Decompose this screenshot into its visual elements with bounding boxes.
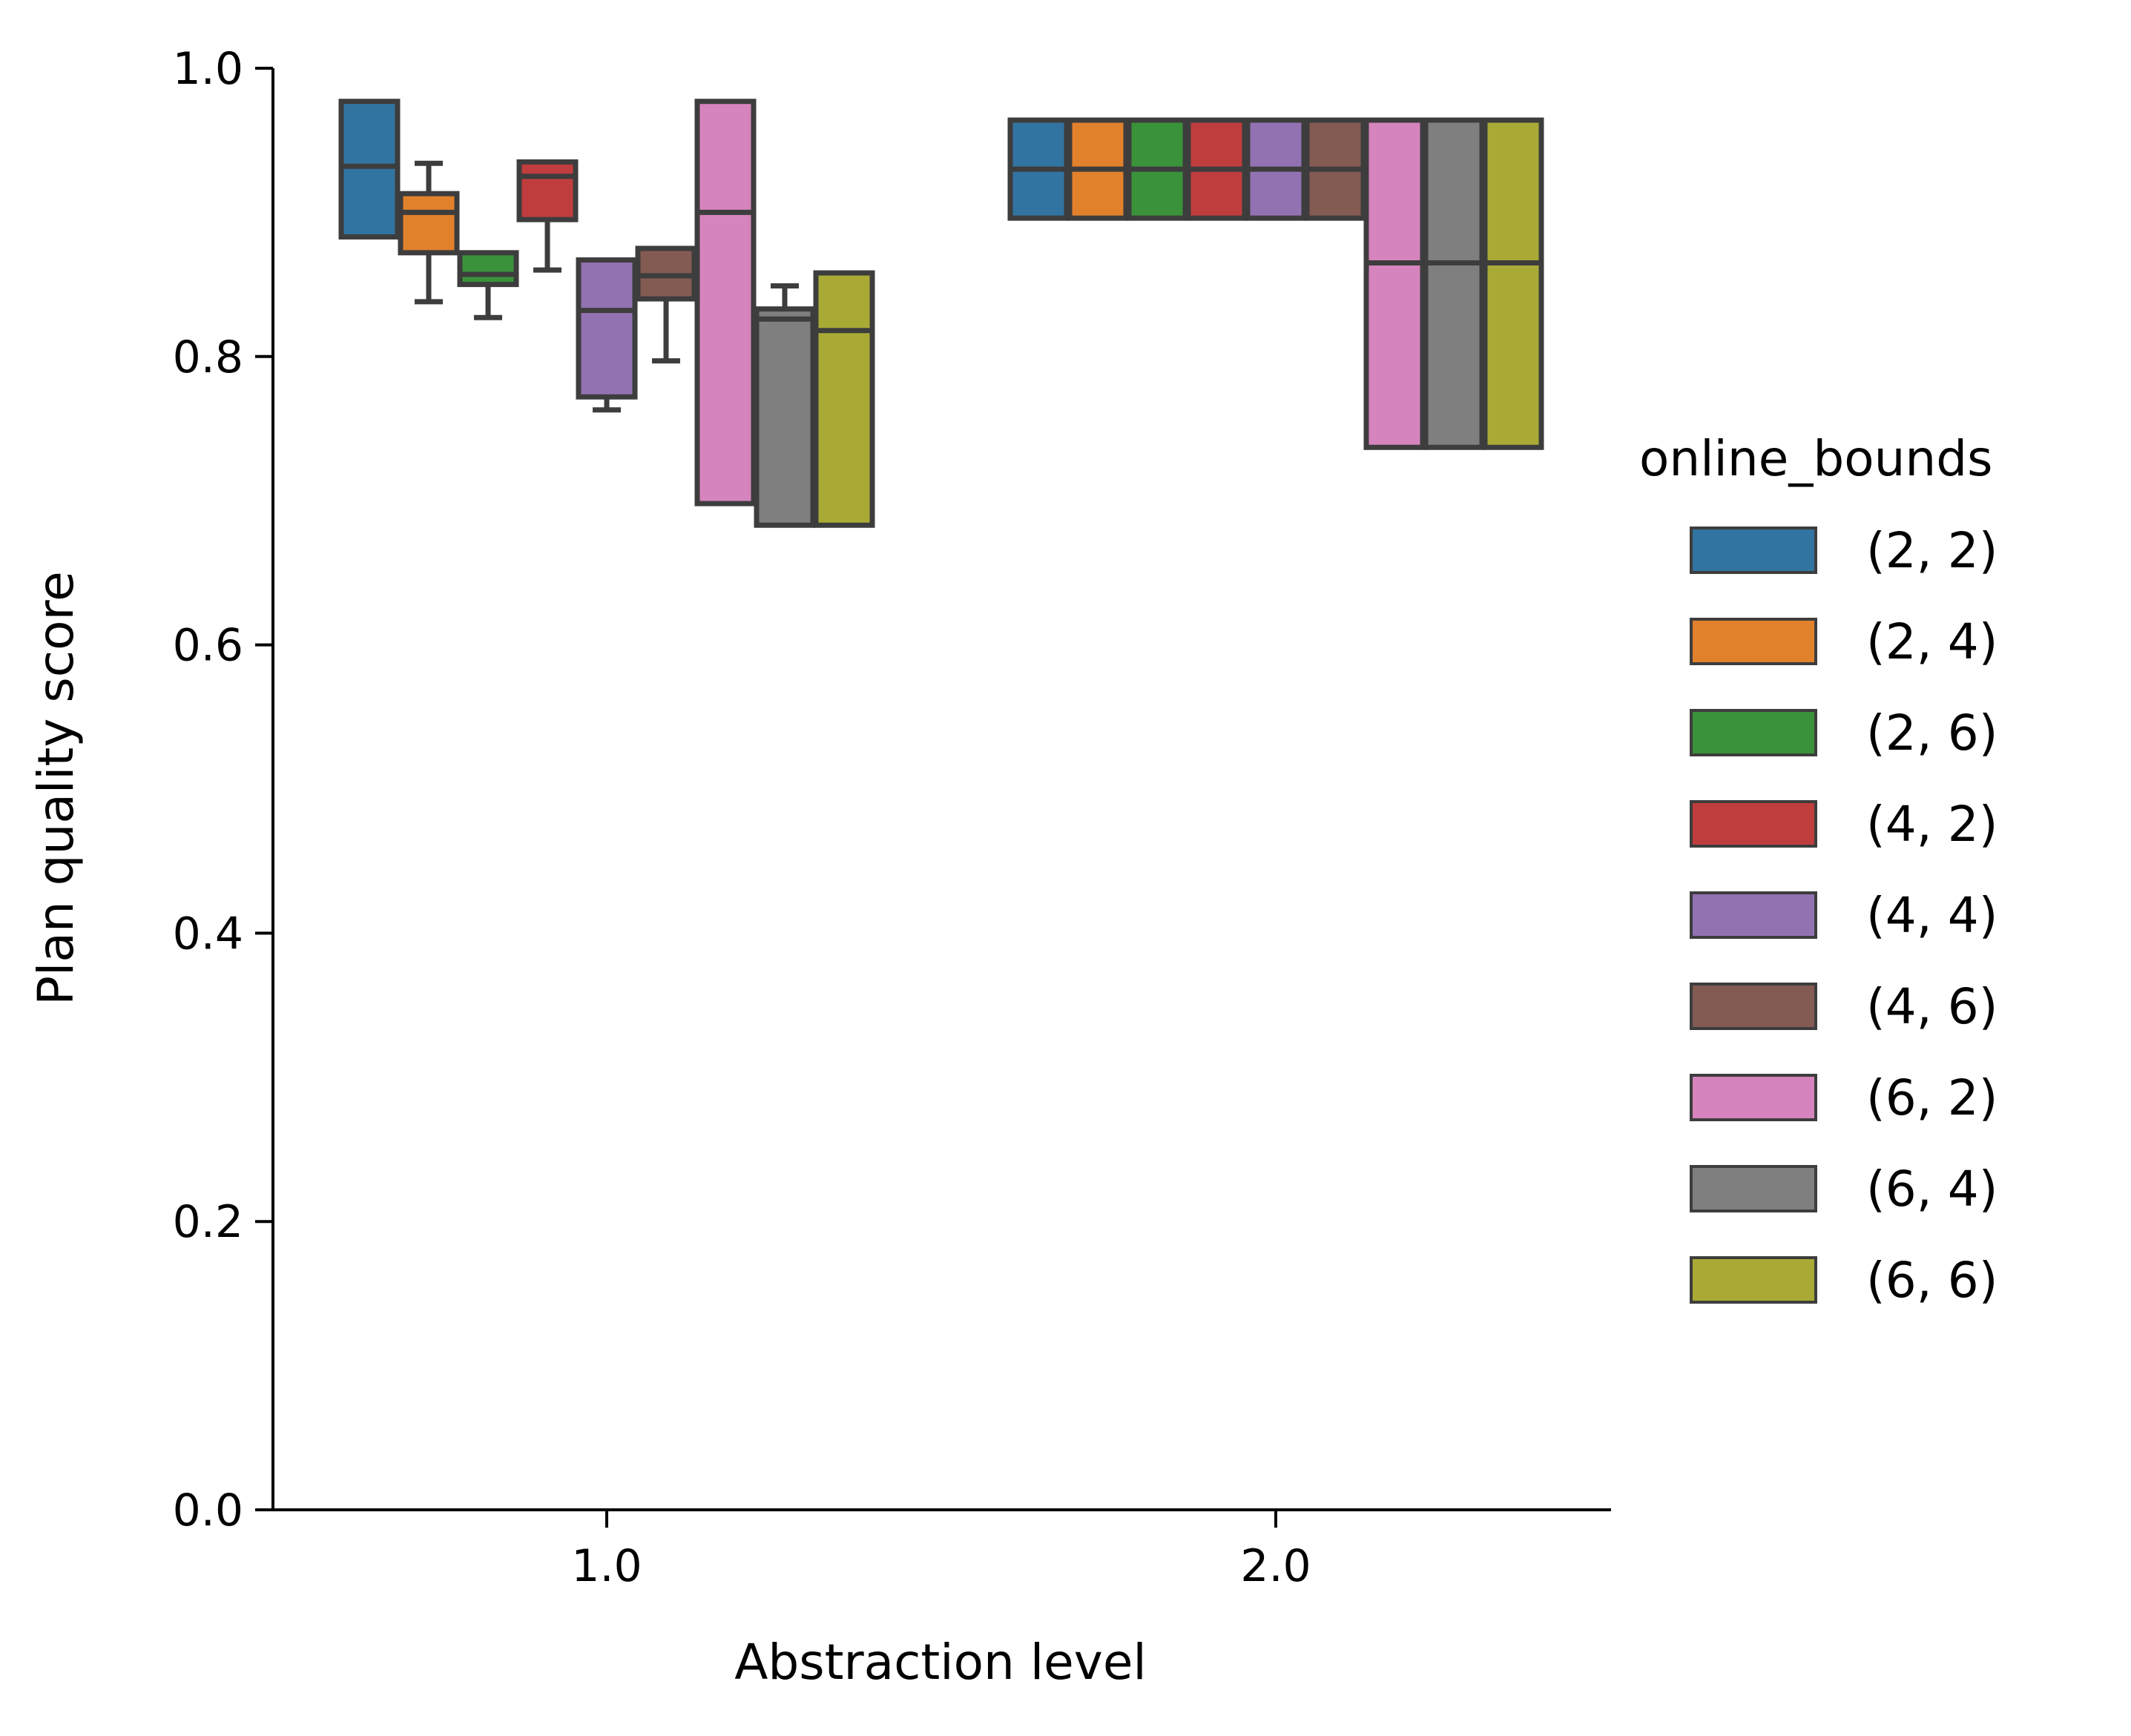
box-1-4: [1245, 117, 1307, 221]
box-1-7: [1423, 117, 1485, 450]
box-body: [338, 99, 401, 240]
legend-label: (6, 4): [1866, 1161, 1997, 1218]
x-tick-label: 2.0: [1240, 1540, 1311, 1592]
box-0-0: [338, 99, 401, 240]
legend-label: (4, 6): [1866, 978, 1997, 1035]
legend: online_bounds (2, 2) (2, 4) (2, 6) (4, 2) (4…: [1639, 430, 1997, 1309]
legend-swatch: [1690, 1256, 1817, 1304]
legend-item: (2, 6): [1690, 704, 1997, 762]
box-0-6: [694, 99, 757, 506]
box-1-2: [1126, 117, 1188, 221]
x-axis-title: Abstraction level: [734, 1634, 1147, 1691]
y-tick-label: 0.4: [173, 908, 243, 960]
legend-item: (2, 2): [1690, 522, 1997, 579]
box-body: [1423, 117, 1485, 450]
legend-item: (4, 6): [1690, 978, 1997, 1035]
box-1-6: [1363, 117, 1426, 450]
box-0-5: [635, 245, 697, 364]
box-1-0: [1007, 117, 1070, 221]
legend-swatch: [1690, 1074, 1817, 1121]
box-0-4: [576, 257, 638, 413]
legend-item: (4, 2): [1690, 796, 1997, 853]
box-body: [398, 191, 460, 256]
box-0-7: [754, 283, 816, 528]
legend-label: (2, 2): [1866, 522, 1997, 579]
legend-swatch: [1690, 983, 1817, 1030]
y-tick-label: 0.6: [173, 620, 243, 672]
box-body: [1482, 117, 1544, 450]
legend-swatch: [1690, 1165, 1817, 1212]
box-body: [1363, 117, 1426, 450]
box-0-1: [398, 160, 460, 305]
box-1-1: [1067, 117, 1129, 221]
y-tick-label: 0.2: [173, 1196, 243, 1248]
legend-title: online_bounds: [1639, 430, 1993, 487]
legend-item: (6, 2): [1690, 1069, 1997, 1126]
legend-swatch: [1690, 891, 1817, 939]
box-1-5: [1304, 117, 1366, 221]
box-body: [576, 257, 638, 400]
legend-label: (4, 2): [1866, 796, 1997, 853]
y-tick-label: 1.0: [173, 43, 243, 95]
y-axis-title: Plan quality score: [27, 571, 85, 1006]
box-body: [754, 306, 816, 528]
y-tick-label: 0.0: [173, 1485, 243, 1537]
legend-label: (2, 4): [1866, 613, 1997, 670]
box-body: [813, 270, 875, 528]
box-0-2: [457, 250, 519, 320]
axes: Plan quality score Abstraction level 0.0…: [27, 43, 1611, 1691]
legend-item: (4, 4): [1690, 887, 1997, 944]
legend-label: (6, 6): [1866, 1252, 1997, 1309]
legend-item: (6, 4): [1690, 1161, 1997, 1218]
box-1-3: [1185, 117, 1248, 221]
box-1-8: [1482, 117, 1544, 450]
legend-label: (2, 6): [1866, 704, 1997, 762]
legend-item: (6, 6): [1690, 1252, 1997, 1309]
legend-swatch: [1690, 800, 1817, 848]
box-body: [694, 99, 757, 506]
legend-label: (6, 2): [1866, 1069, 1997, 1126]
legend-swatch: [1690, 527, 1817, 574]
y-tick-label: 0.8: [173, 331, 243, 383]
box-body: [516, 159, 579, 222]
x-tick-label: 1.0: [571, 1540, 642, 1592]
legend-swatch: [1690, 709, 1817, 756]
legend-swatch: [1690, 618, 1817, 665]
plot-area: [338, 99, 1544, 528]
box-0-3: [516, 159, 579, 273]
box-body: [457, 250, 519, 288]
box-0-8: [813, 270, 875, 528]
legend-item: (2, 4): [1690, 613, 1997, 670]
legend-label: (4, 4): [1866, 887, 1997, 944]
